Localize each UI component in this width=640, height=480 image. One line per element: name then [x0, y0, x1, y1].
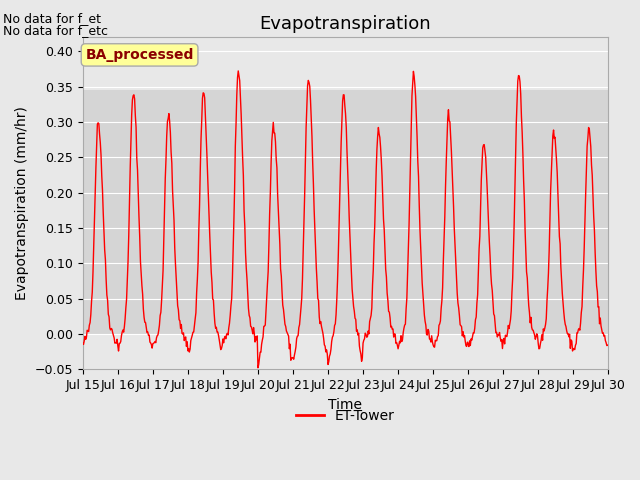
Text: BA_processed: BA_processed: [85, 48, 194, 62]
Text: No data for f_etc: No data for f_etc: [3, 24, 108, 37]
Legend: ET-Tower: ET-Tower: [290, 404, 400, 429]
Title: Evapotranspiration: Evapotranspiration: [259, 15, 431, 33]
X-axis label: Time: Time: [328, 397, 362, 411]
Bar: [83, 90, 607, 334]
Y-axis label: Evapotranspiration (mm/hr): Evapotranspiration (mm/hr): [15, 107, 29, 300]
Text: No data for f_et: No data for f_et: [3, 12, 101, 25]
